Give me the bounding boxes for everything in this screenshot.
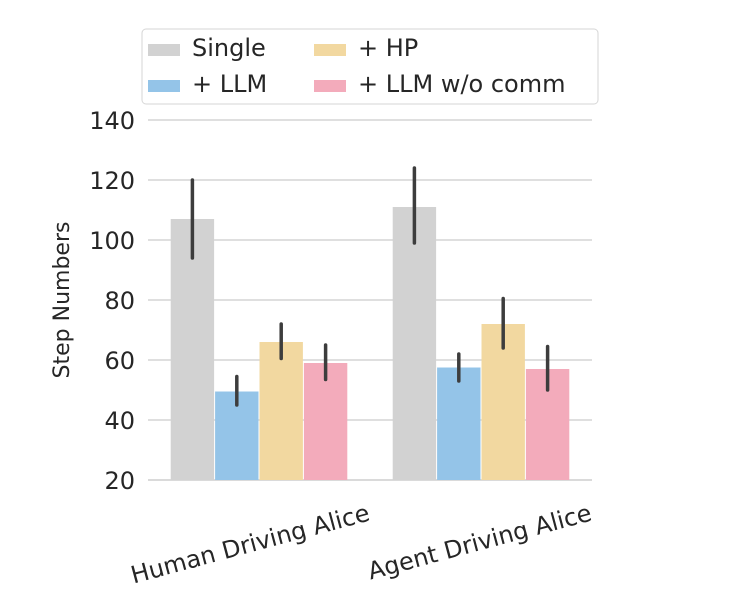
x-tick-label: Agent Driving Alice bbox=[365, 499, 595, 586]
y-tick-label: 100 bbox=[89, 227, 135, 255]
y-tick-labels: 20 40 60 80 100 120 140 bbox=[89, 107, 135, 495]
legend-label: Single bbox=[192, 34, 266, 62]
y-tick-label: 20 bbox=[104, 467, 135, 495]
bar bbox=[259, 342, 303, 480]
legend-swatch bbox=[148, 80, 180, 92]
y-tick-label: 60 bbox=[104, 347, 135, 375]
legend-swatch bbox=[314, 80, 346, 92]
bars bbox=[170, 207, 570, 480]
x-tick-label: Human Driving Alice bbox=[128, 499, 373, 590]
legend-label: + HP bbox=[358, 34, 418, 62]
bar bbox=[303, 363, 348, 480]
bar bbox=[170, 219, 215, 480]
y-tick-label: 120 bbox=[89, 167, 135, 195]
bar bbox=[481, 324, 525, 480]
y-tick-label: 40 bbox=[104, 407, 135, 435]
bar bbox=[437, 367, 481, 480]
legend-label: + LLM w/o comm bbox=[358, 70, 565, 98]
gridlines bbox=[148, 119, 592, 481]
legend-swatch bbox=[148, 44, 180, 56]
y-axis-label: Step Numbers bbox=[50, 222, 75, 379]
error-bars bbox=[190, 166, 550, 407]
y-tick-label: 140 bbox=[89, 107, 135, 135]
bar bbox=[392, 207, 437, 480]
legend-label: + LLM bbox=[192, 70, 267, 98]
legend-swatch bbox=[314, 44, 346, 56]
legend-frame bbox=[141, 28, 599, 105]
legend: Single + LLM + HP + LLM w/o comm bbox=[141, 28, 599, 105]
y-tick-label: 80 bbox=[104, 287, 135, 315]
